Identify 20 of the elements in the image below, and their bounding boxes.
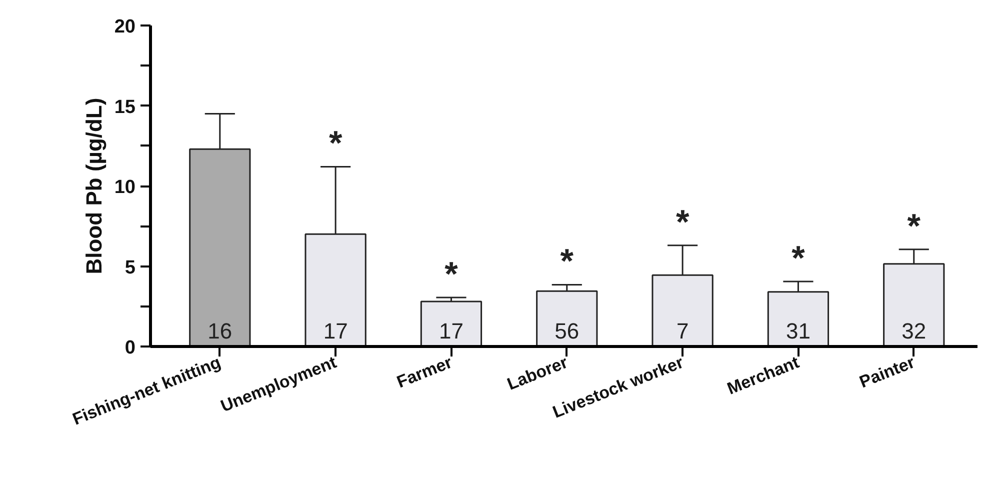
annotation: * — [676, 203, 690, 242]
annotation: 56 — [554, 318, 580, 344]
y-tick-label: 10 — [114, 177, 136, 198]
annotation: 16 — [208, 318, 232, 344]
annotation: 32 — [902, 318, 926, 344]
annotation: 17 — [438, 318, 464, 344]
y-tick-label: 5 — [124, 257, 136, 278]
annotation: * — [907, 207, 922, 246]
bar — [420, 300, 482, 346]
annotation: 7 — [676, 318, 689, 344]
annotation: * — [328, 124, 343, 163]
y-tick-label: 15 — [114, 96, 136, 118]
y-tick-label: 0 — [124, 338, 136, 358]
annotation: * — [792, 239, 806, 278]
y-tick-label: 20 — [114, 16, 136, 38]
annotation: 17 — [323, 318, 348, 344]
annotation: * — [444, 256, 459, 294]
annotation: 31 — [786, 318, 810, 344]
y-axis-title: Blood Pb (µg/dL) — [81, 98, 106, 274]
annotation: * — [560, 242, 574, 281]
